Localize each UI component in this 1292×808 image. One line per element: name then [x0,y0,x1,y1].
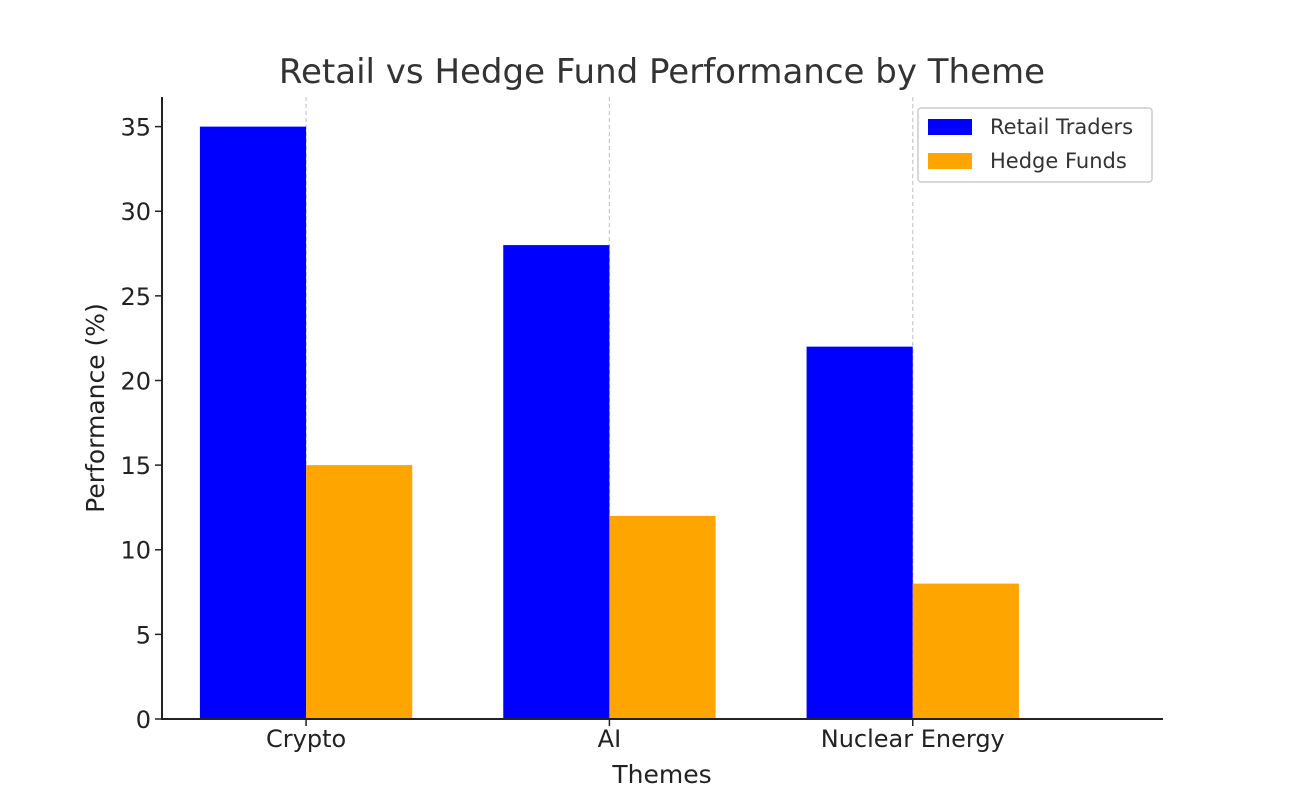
legend-swatch-retail-traders [928,119,972,135]
bar-hedge-funds-crypto [306,465,413,719]
x-tick-label-ai: AI [598,725,622,753]
y-tick-label-30: 30 [120,198,151,226]
y-ticks: 0 5 10 15 20 25 30 35 [120,114,162,734]
y-tick-label-5: 5 [136,621,151,649]
bar-retail-traders-nuclear-energy [806,346,913,719]
bar-retail-traders-ai [503,245,610,719]
bar-hedge-funds-ai [609,515,716,719]
legend-label-retail-traders: Retail Traders [990,115,1133,139]
legend: Retail Traders Hedge Funds [917,107,1153,183]
y-tick-label-35: 35 [120,114,151,142]
y-tick-label-15: 15 [120,452,151,480]
y-tick-label-25: 25 [120,283,151,311]
chart-title: Retail vs Hedge Fund Performance by Them… [279,52,1045,92]
bars [199,126,1019,720]
legend-label-hedge-funds: Hedge Funds [990,149,1127,173]
y-axis-label: Performance (%) [81,303,110,513]
x-ticks: Crypto AI Nuclear Energy [266,719,1005,753]
y-tick-label-20: 20 [120,367,151,395]
legend-swatch-hedge-funds [928,153,972,169]
y-tick-label-0: 0 [136,706,151,734]
y-tick-label-10: 10 [120,537,151,565]
x-axis-label: Themes [611,760,711,789]
legend-frame [917,107,1153,183]
x-tick-label-nuclear-energy: Nuclear Energy [821,725,1005,753]
bar-hedge-funds-nuclear-energy [912,583,1019,719]
bar-retail-traders-crypto [199,126,307,720]
x-tick-label-crypto: Crypto [266,725,346,753]
